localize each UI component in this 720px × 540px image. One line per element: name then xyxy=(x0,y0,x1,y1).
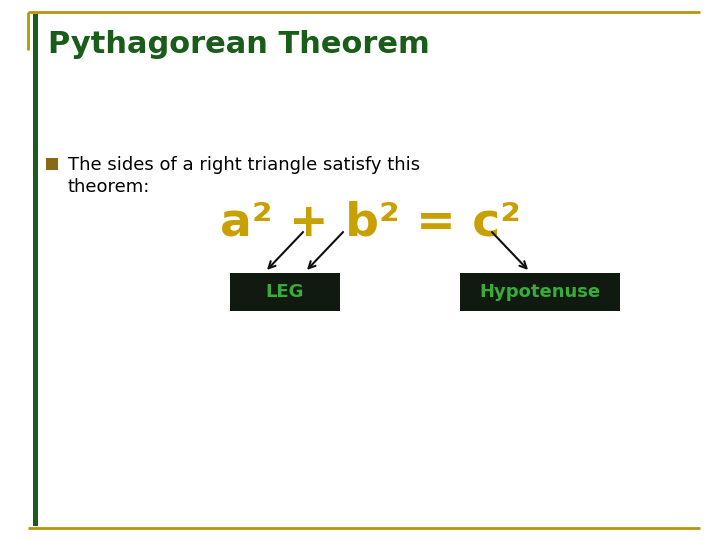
Text: The sides of a right triangle satisfy this: The sides of a right triangle satisfy th… xyxy=(68,156,420,174)
Text: Pythagorean Theorem: Pythagorean Theorem xyxy=(48,30,430,59)
FancyBboxPatch shape xyxy=(46,158,58,170)
FancyBboxPatch shape xyxy=(230,273,340,311)
FancyBboxPatch shape xyxy=(460,273,620,311)
Text: theorem:: theorem: xyxy=(68,178,150,196)
FancyBboxPatch shape xyxy=(33,14,38,526)
Text: Hypotenuse: Hypotenuse xyxy=(480,283,600,301)
Text: LEG: LEG xyxy=(266,283,305,301)
Text: a² + b² = c²: a² + b² = c² xyxy=(220,200,521,245)
